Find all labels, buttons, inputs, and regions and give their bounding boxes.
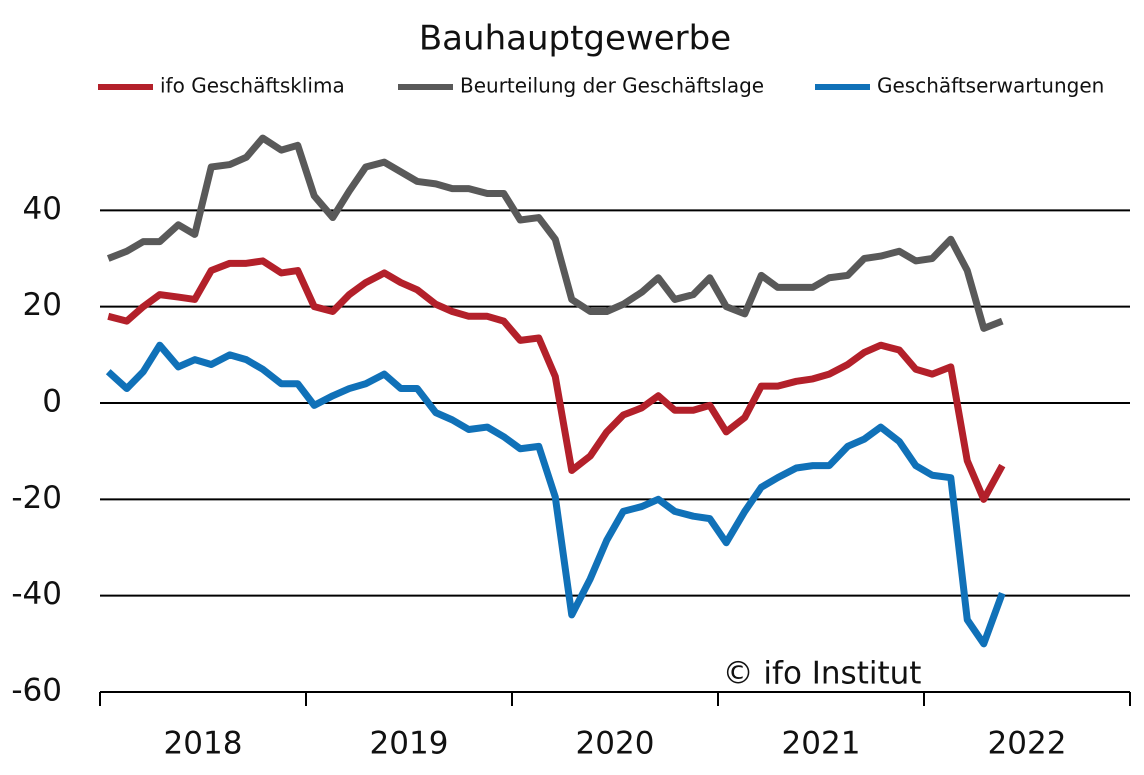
x-tick-label: 2022 — [988, 726, 1067, 762]
chart-title: Bauhauptgewerbe — [419, 19, 731, 59]
y-tick-label: 40 — [23, 191, 62, 227]
y-tick-label: -20 — [11, 480, 62, 516]
x-tick-label: 2020 — [576, 726, 655, 762]
y-tick-label: -60 — [11, 673, 62, 709]
x-tick-label: 2018 — [164, 726, 243, 762]
x-tick-label: 2021 — [782, 726, 861, 762]
legend-label: Beurteilung der Geschäftslage — [460, 74, 764, 98]
legend-label: ifo Geschäftsklima — [160, 74, 345, 98]
line-series — [106, 134, 1004, 332]
legend-label: Geschäftserwartungen — [877, 74, 1104, 98]
y-tick-label: 0 — [42, 384, 62, 420]
line-series — [107, 257, 1006, 503]
x-tick-label: 2019 — [370, 726, 449, 762]
line-series — [105, 341, 1006, 648]
y-tick-label: -40 — [11, 576, 62, 612]
annotation: © ifo Institut — [723, 656, 922, 692]
y-tick-label: 20 — [23, 287, 62, 323]
